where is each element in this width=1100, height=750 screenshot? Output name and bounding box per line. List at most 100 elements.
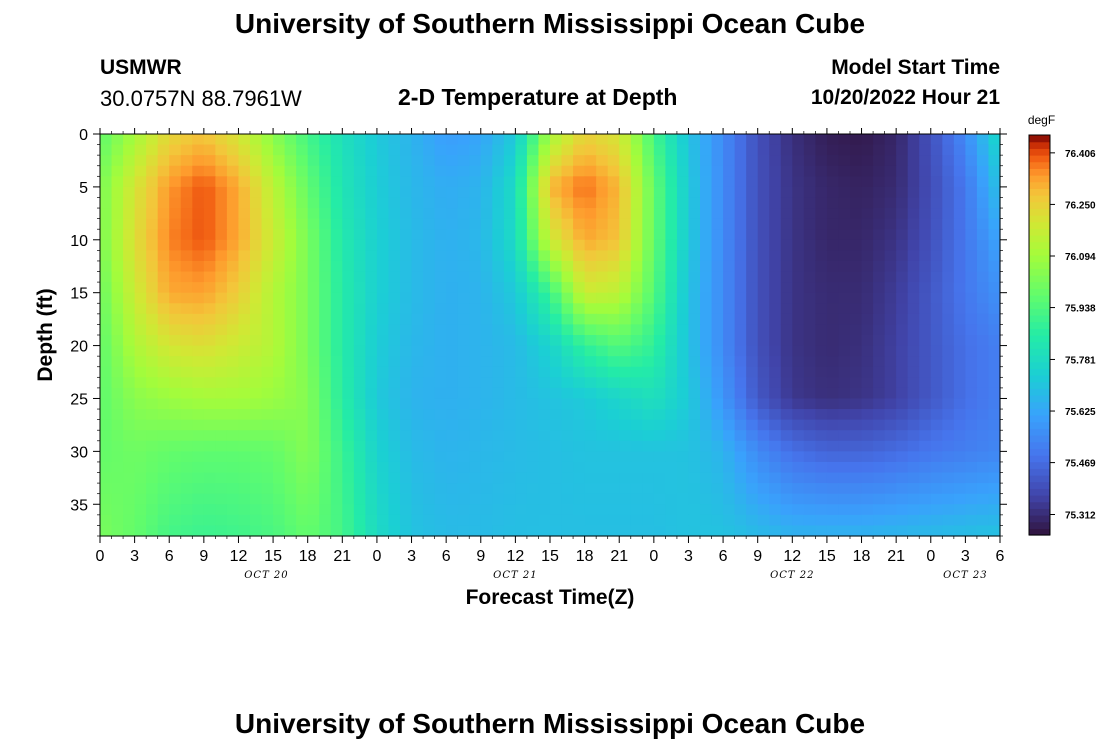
heatmap-cell bbox=[215, 472, 228, 484]
heatmap-cell bbox=[919, 419, 932, 431]
heatmap-cell bbox=[596, 419, 609, 431]
heatmap-cell bbox=[226, 430, 240, 442]
heatmap-cell bbox=[723, 387, 736, 400]
heatmap-cell bbox=[111, 440, 124, 452]
heatmap-cell bbox=[503, 260, 516, 273]
colorbar-swatch bbox=[1029, 435, 1050, 443]
heatmap-cell bbox=[192, 440, 205, 452]
heatmap-cell bbox=[907, 144, 920, 156]
heatmap-cell bbox=[953, 218, 966, 230]
heatmap-cell bbox=[676, 525, 690, 537]
heatmap-cell bbox=[192, 398, 205, 410]
colorbar-swatch bbox=[1029, 468, 1050, 476]
heatmap-cell bbox=[653, 155, 666, 167]
heatmap-cell bbox=[203, 409, 216, 421]
heatmap-cell bbox=[942, 377, 955, 389]
heatmap-cell bbox=[319, 493, 332, 505]
heatmap-cell bbox=[457, 324, 470, 336]
heatmap-cell bbox=[942, 208, 955, 220]
heatmap-cell bbox=[850, 303, 863, 315]
heatmap-cell bbox=[561, 176, 574, 188]
heatmap-cell bbox=[180, 377, 193, 389]
heatmap-cell bbox=[850, 504, 863, 516]
heatmap-cell bbox=[215, 250, 228, 262]
heatmap-cell bbox=[411, 208, 424, 220]
heatmap-cell bbox=[284, 377, 297, 389]
heatmap-cell bbox=[665, 356, 678, 368]
heatmap-cell bbox=[503, 345, 516, 357]
heatmap-cell bbox=[515, 472, 528, 484]
heatmap-cell bbox=[815, 387, 828, 400]
heatmap-cell bbox=[226, 155, 240, 167]
heatmap-cell bbox=[919, 176, 932, 188]
heatmap-cell bbox=[492, 451, 505, 463]
heatmap-cell bbox=[688, 409, 701, 421]
heatmap-cell bbox=[780, 525, 793, 537]
heatmap-cell bbox=[665, 134, 678, 146]
heatmap-cell bbox=[792, 144, 805, 156]
heatmap-cell bbox=[400, 419, 413, 431]
heatmap-cell bbox=[169, 324, 182, 336]
heatmap-cell bbox=[965, 335, 978, 347]
colorbar-swatch bbox=[1029, 255, 1050, 263]
colorbar-swatch bbox=[1029, 208, 1050, 216]
colorbar-swatch bbox=[1029, 481, 1050, 489]
x-tick-label: 9 bbox=[753, 548, 762, 565]
heatmap-cell bbox=[907, 461, 920, 474]
heatmap-cell bbox=[215, 186, 228, 199]
heatmap-cell bbox=[838, 514, 851, 527]
heatmap-cell bbox=[884, 176, 897, 188]
heatmap-cell bbox=[273, 229, 286, 241]
heatmap-cell bbox=[976, 229, 990, 241]
heatmap-cell bbox=[573, 493, 586, 505]
heatmap-cell bbox=[630, 144, 643, 156]
heatmap-cell bbox=[469, 514, 482, 527]
heatmap-cell bbox=[180, 313, 193, 326]
heatmap-cell bbox=[111, 387, 124, 400]
heatmap-cell bbox=[861, 197, 874, 209]
heatmap-cell bbox=[803, 356, 816, 368]
heatmap-cell bbox=[503, 356, 516, 368]
heatmap-cell bbox=[873, 483, 886, 495]
heatmap-cell bbox=[353, 504, 366, 516]
heatmap-cell bbox=[111, 335, 124, 347]
heatmap-cell bbox=[365, 197, 378, 209]
heatmap-cell bbox=[769, 377, 782, 389]
heatmap-cell bbox=[815, 493, 828, 505]
heatmap-cell bbox=[307, 430, 320, 442]
heatmap-cell bbox=[261, 345, 274, 357]
heatmap-cell bbox=[930, 430, 943, 442]
heatmap-cell bbox=[861, 483, 874, 495]
heatmap-cell bbox=[226, 409, 240, 421]
heatmap-cell bbox=[423, 472, 436, 484]
heatmap-cell bbox=[319, 239, 332, 251]
heatmap-cell bbox=[180, 387, 193, 400]
heatmap-cell bbox=[988, 250, 1001, 262]
heatmap-cell bbox=[526, 292, 540, 304]
heatmap-cell bbox=[342, 208, 355, 220]
heatmap-cell bbox=[792, 504, 805, 516]
heatmap-cell bbox=[700, 324, 713, 336]
heatmap-cell bbox=[642, 229, 655, 241]
heatmap-cell bbox=[953, 282, 966, 294]
heatmap-cell bbox=[480, 356, 493, 368]
heatmap-cell bbox=[780, 271, 793, 283]
heatmap-cell bbox=[111, 356, 124, 368]
heatmap-cell bbox=[457, 208, 470, 220]
heatmap-cell bbox=[700, 430, 713, 442]
heatmap-cell bbox=[584, 345, 597, 357]
heatmap-cell bbox=[307, 398, 320, 410]
heatmap-cell bbox=[330, 514, 343, 527]
heatmap-cell bbox=[388, 218, 401, 230]
heatmap-cell bbox=[630, 387, 643, 400]
heatmap-cell bbox=[815, 197, 828, 209]
heatmap-cell bbox=[665, 303, 678, 315]
x-tick-label: 12 bbox=[506, 548, 524, 565]
heatmap-cell bbox=[307, 483, 320, 495]
heatmap-cell bbox=[930, 398, 943, 410]
heatmap-cell bbox=[469, 451, 482, 463]
heatmap-cell bbox=[723, 493, 736, 505]
heatmap-cell bbox=[665, 197, 678, 209]
heatmap-cell bbox=[169, 239, 182, 251]
heatmap-cell bbox=[711, 176, 724, 188]
